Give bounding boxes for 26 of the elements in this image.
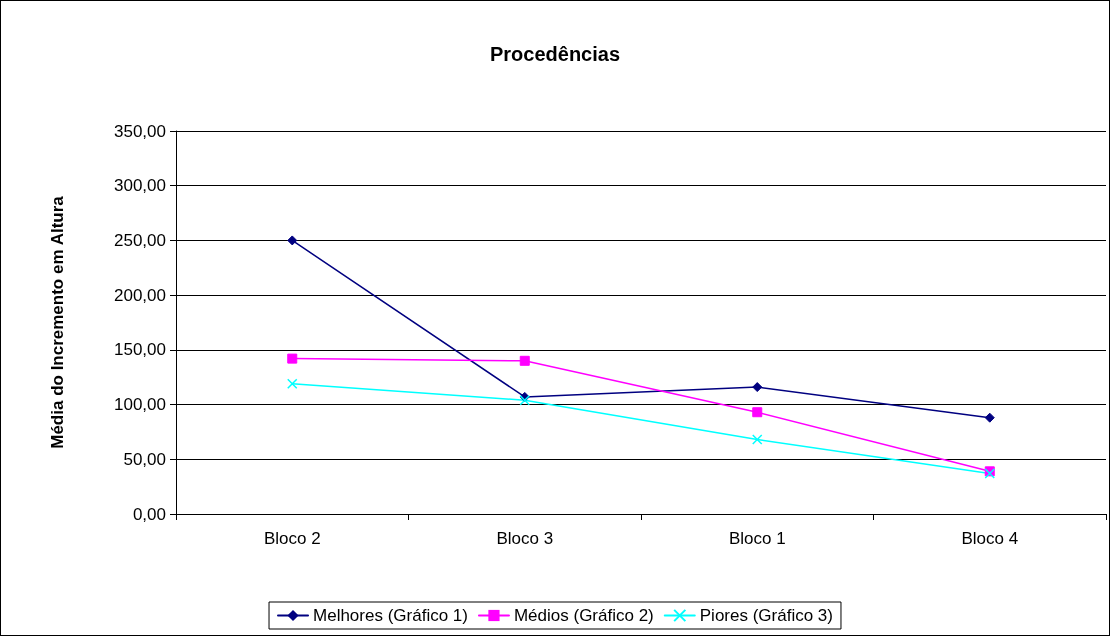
point [752, 407, 763, 418]
legend-label: Melhores (Gráfico 1) [313, 606, 468, 625]
legend-label: Médios (Gráfico 2) [513, 606, 654, 625]
point [287, 235, 298, 246]
y-tick-label: 200,00 [114, 285, 166, 305]
legend-label: Piores (Gráfico 3) [699, 606, 833, 625]
point [752, 382, 763, 393]
y-tick-label: 300,00 [114, 176, 166, 196]
point [287, 353, 298, 364]
point [519, 355, 530, 366]
x-tick-label: Bloco 4 [961, 529, 1019, 548]
y-tick-label: 50,00 [123, 449, 166, 469]
y-tick-label: 100,00 [114, 395, 166, 415]
point [984, 412, 995, 423]
x-tick-label: Bloco 3 [496, 529, 554, 548]
y-tick-label: 150,00 [114, 340, 166, 360]
y-tick-label: 350,00 [114, 121, 166, 141]
point [752, 434, 763, 445]
chart-title: Procedências [489, 43, 621, 65]
y-tick-label: 0,00 [132, 504, 166, 524]
x-tick-label: Bloco 2 [263, 529, 321, 548]
y-axis-title: Média do Incremento em Altura [48, 195, 67, 449]
point [287, 378, 298, 390]
y-tick-label: 250,00 [114, 230, 166, 250]
x-tick-label: Bloco 1 [728, 529, 786, 548]
point [519, 394, 530, 406]
